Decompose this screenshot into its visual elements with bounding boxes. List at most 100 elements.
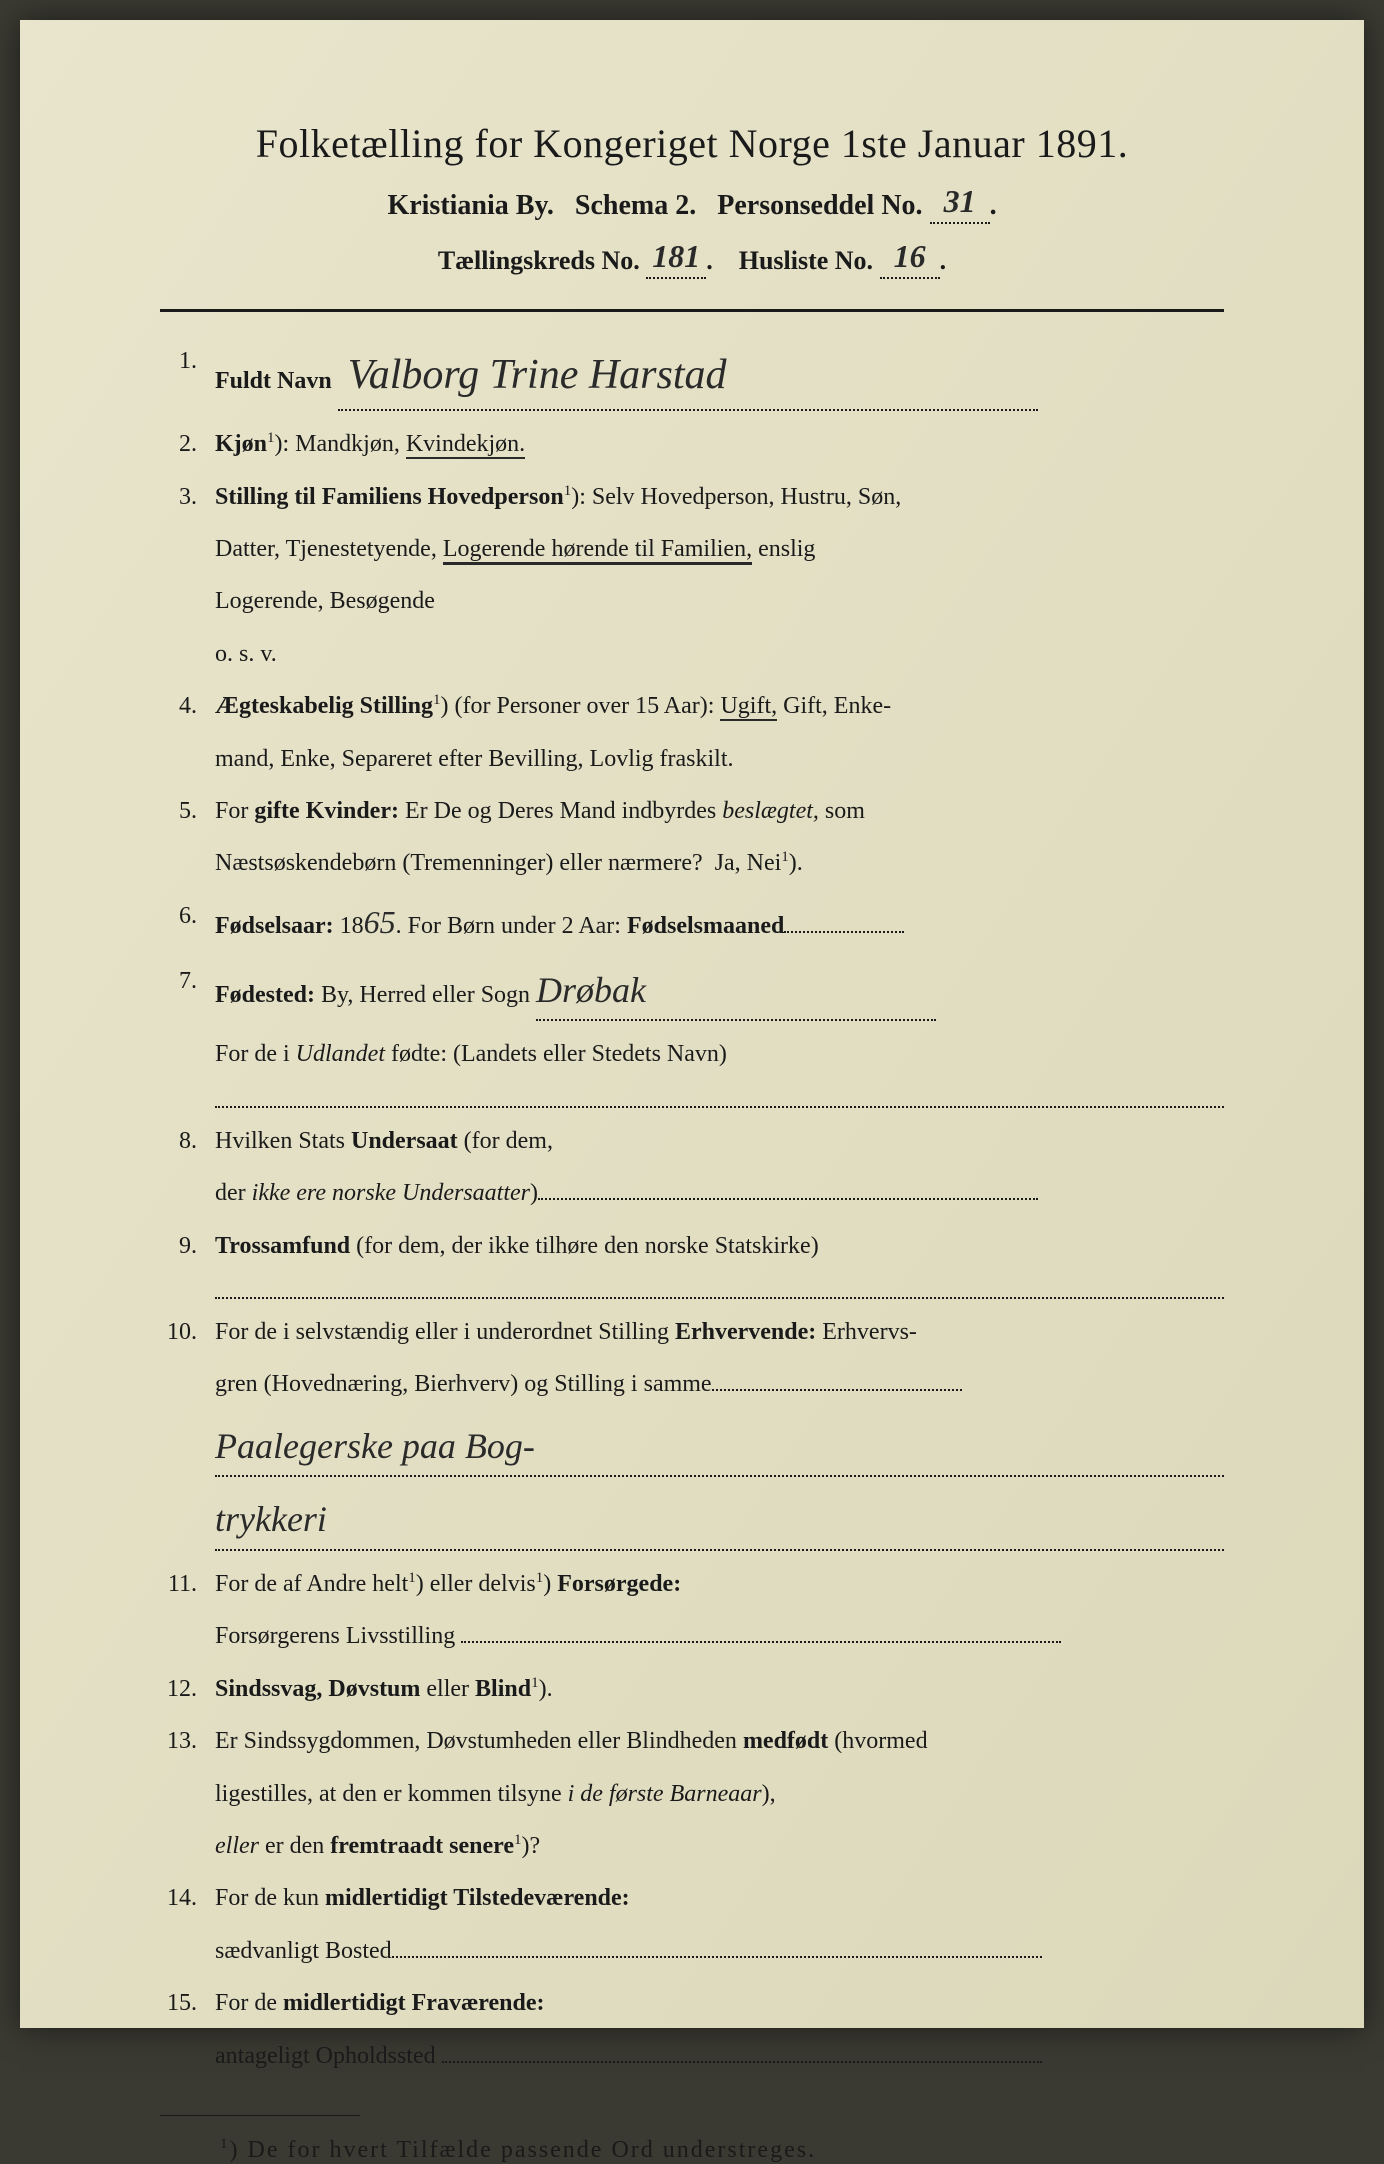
- footnote-ref: 1: [408, 1570, 416, 1586]
- item-3-cont1: Datter, Tjenestetyende, Logerende hørend…: [215, 530, 1224, 568]
- item-number: 5.: [160, 792, 215, 830]
- item-5-cont1: Næstsøskendebørn (Tremenninger) eller næ…: [215, 844, 1224, 882]
- item-7-blank: [215, 1088, 1224, 1108]
- item-4: 4. Ægteskabelig Stilling1) (for Personer…: [160, 687, 1224, 725]
- item-13: 13. Er Sindssygdommen, Døvstumheden elle…: [160, 1722, 1224, 1760]
- footnote-marker: 1: [220, 2136, 230, 2152]
- item6-body: 18: [334, 913, 364, 939]
- footnote-ref: 1: [781, 849, 789, 865]
- item-8-cont1: der ikke ere norske Undersaatter): [215, 1174, 1224, 1212]
- item-11-cont1: Forsørgerens Livsstilling: [215, 1617, 1224, 1655]
- item-number: 14.: [160, 1879, 215, 1917]
- item-number: 8.: [160, 1122, 215, 1160]
- item11-cont-text: Forsørgerens Livsstilling: [215, 1623, 455, 1649]
- footnote-ref: 1: [514, 1832, 522, 1848]
- footnote-ref: 1: [267, 430, 275, 446]
- item3-cont1-tail: enslig: [752, 536, 815, 562]
- item14-body: For de kun: [215, 1885, 325, 1911]
- stilling-selected: Logerende hørende til Familien,: [443, 536, 752, 565]
- item-10-cont1: gren (Hovednæring, Bierhverv) og Stillin…: [215, 1365, 1224, 1403]
- schema-label: Schema 2.: [575, 190, 696, 221]
- item7-body: By, Herred eller Sogn: [315, 982, 536, 1008]
- item-8: 8. Hvilken Stats Undersaat (for dem,: [160, 1122, 1224, 1160]
- item9-body: (for dem, der ikke tilhøre den norske St…: [350, 1233, 819, 1259]
- name-value: Valborg Trine Harstad: [348, 352, 727, 398]
- label-kjon: Kjøn: [215, 431, 267, 457]
- item-6: 6. Fødselsaar: 1865. For Børn under 2 Aa…: [160, 897, 1224, 948]
- personseddel-value: 31: [944, 183, 976, 219]
- item13-body: Er Sindssygdommen, Døvstumheden eller Bl…: [215, 1728, 743, 1754]
- marital-selected: Ugift,: [720, 693, 777, 721]
- whereabouts-blank: [442, 2061, 1042, 2063]
- item3-cont1-pre: Datter, Tjenestetyende,: [215, 536, 443, 562]
- label-gifte-kvinder: gifte Kvinder:: [254, 798, 399, 824]
- subtitle-line-1: Kristiania By. Schema 2. Personseddel No…: [160, 185, 1224, 224]
- item6-body2: . For Børn under 2 Aar:: [396, 913, 627, 939]
- item7-cont-tail: fødte: (Landets eller Stedets Navn): [385, 1041, 727, 1067]
- item13-cont1-tail: ),: [762, 1781, 776, 1807]
- label-fodested: Fødested:: [215, 982, 315, 1008]
- item11-body: For de af Andre helt: [215, 1571, 408, 1597]
- subtitle-line-2: Tællingskreds No. 181. Husliste No. 16.: [160, 240, 1224, 279]
- husliste-label: Husliste No.: [739, 246, 873, 275]
- item10-cont1-text: gren (Hovednæring, Bierhverv) og Stillin…: [215, 1371, 712, 1397]
- item-number: 7.: [160, 962, 215, 1022]
- footnote-ref: 1: [433, 692, 441, 708]
- item7-cont-pre: For de i: [215, 1041, 296, 1067]
- label-fodselsmaaned: Fødselsmaaned: [627, 913, 784, 939]
- item-number: 11.: [160, 1565, 215, 1603]
- citizenship-blank: [538, 1198, 1038, 1200]
- husliste-value: 16: [894, 238, 926, 274]
- occupation-blank1: [712, 1389, 962, 1391]
- item-3: 3. Stilling til Familiens Hovedperson1):…: [160, 478, 1224, 516]
- item10-tail: Erhvervs-: [816, 1319, 917, 1345]
- item-number: 9.: [160, 1227, 215, 1265]
- item5-tail: som: [819, 798, 865, 824]
- item3-body: : Selv Hovedperson, Hustru, Søn,: [579, 484, 901, 510]
- label-tilstedevaerende: midlertidigt Tilstedeværende:: [325, 1885, 630, 1911]
- item8-cont-pre: der: [215, 1180, 252, 1206]
- item-9: 9. Trossamfund (for dem, der ikke tilhør…: [160, 1227, 1224, 1265]
- item-number: 4.: [160, 687, 215, 725]
- label-medfodt: medfødt: [743, 1728, 828, 1754]
- label-aegteskab: Ægteskabelig Stilling: [215, 693, 433, 719]
- item-10-hw2: trykkeri: [215, 1491, 1224, 1551]
- item-15-cont1: antageligt Opholdssted: [215, 2037, 1224, 2075]
- item8-cont-tail: ): [530, 1180, 538, 1206]
- label-stilling: Stilling til Familiens Hovedperson: [215, 484, 564, 510]
- item-9-blank: [215, 1279, 1224, 1299]
- divider-footnote: [160, 2115, 360, 2116]
- item-3-cont2: Logerende, Besøgende: [215, 582, 1224, 620]
- item-7-cont1: For de i Udlandet fødte: (Landets eller …: [215, 1035, 1224, 1073]
- item8-tail: (for dem,: [458, 1128, 553, 1154]
- item5-italic: beslægtet,: [722, 798, 819, 824]
- label-forsorgede: Forsørgede:: [557, 1571, 681, 1597]
- item12-body: eller: [420, 1676, 475, 1702]
- footnote-body: De for hvert Tilfælde passende Ord under…: [248, 2137, 817, 2163]
- birth-year-value: 65: [364, 904, 396, 940]
- item-number: 12.: [160, 1670, 215, 1708]
- item-13-cont2: eller er den fremtraadt senere1)?: [215, 1827, 1224, 1865]
- item-10: 10. For de i selvstændig eller i underor…: [160, 1313, 1224, 1351]
- kreds-label: Tællingskreds No.: [438, 246, 640, 275]
- label-sindssvag: Sindssvag, Døvstum: [215, 1676, 420, 1702]
- item-7: 7. Fødested: By, Herred eller Sogn Drøba…: [160, 962, 1224, 1022]
- footnote-text: 1) De for hvert Tilfælde passende Ord un…: [220, 2136, 1224, 2164]
- label-fodselsaar: Fødselsaar:: [215, 913, 334, 939]
- label-erhvervende: Erhvervende:: [675, 1319, 816, 1345]
- divider-top: [160, 309, 1224, 312]
- item-number: 13.: [160, 1722, 215, 1760]
- item-14-cont1: sædvanligt Bosted: [215, 1932, 1224, 1970]
- item-number: 1.: [160, 342, 215, 411]
- item5-pre: For: [215, 798, 254, 824]
- item-5: 5. For gifte Kvinder: Er De og Deres Man…: [160, 792, 1224, 830]
- item4-tail: Gift, Enke-: [777, 693, 891, 719]
- item-1: 1. Fuldt Navn Valborg Trine Harstad: [160, 342, 1224, 411]
- item13-tail: (hvormed: [828, 1728, 927, 1754]
- residence-blank: [392, 1956, 1042, 1958]
- occupation-value-2: trykkeri: [215, 1499, 327, 1539]
- city-label: Kristiania By.: [387, 190, 553, 221]
- item13-cont1-pre: ligestilles, at den er kommen tilsyne: [215, 1781, 568, 1807]
- item5-cont-text: Næstsøskendebørn (Tremenninger) eller næ…: [215, 850, 781, 876]
- item-number: 3.: [160, 478, 215, 516]
